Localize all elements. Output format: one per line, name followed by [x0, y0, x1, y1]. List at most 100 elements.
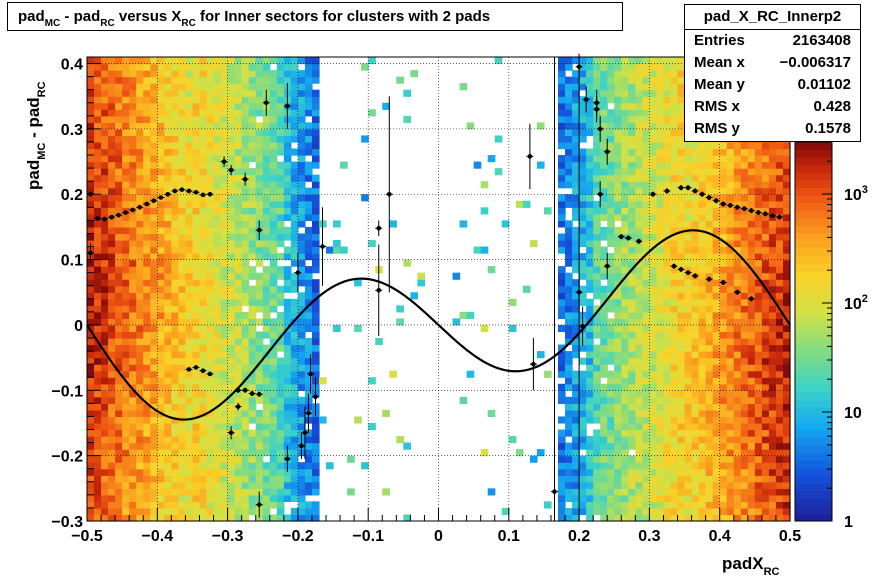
heatmap-cell	[558, 344, 566, 352]
heatmap-cell	[129, 501, 137, 509]
heatmap-cell	[740, 200, 749, 208]
heatmap-cell	[775, 187, 784, 195]
heatmap-cell	[600, 507, 608, 516]
heatmap-cell	[171, 109, 179, 117]
heatmap-cell	[297, 266, 306, 274]
heatmap-cell	[115, 298, 123, 306]
heatmap-cell	[164, 488, 172, 496]
heatmap-cell	[255, 370, 264, 378]
heatmap-cell	[642, 76, 650, 84]
heatmap-cell	[101, 311, 109, 320]
heatmap-cell	[206, 266, 215, 274]
heatmap-cell	[775, 194, 784, 202]
heatmap-cell	[115, 76, 123, 84]
heatmap-cell	[775, 429, 784, 437]
heatmap-cell	[747, 429, 756, 437]
heatmap-cell	[712, 279, 721, 287]
heatmap-cell	[579, 370, 587, 378]
heatmap-cell	[761, 338, 770, 346]
heatmap-cell	[670, 220, 679, 228]
heatmap-cell	[635, 285, 643, 293]
heatmap-cell	[101, 370, 109, 378]
heatmap-cell	[628, 377, 636, 385]
heatmap-cell	[670, 338, 679, 346]
heatmap-cell	[269, 226, 278, 235]
heatmap-cell	[269, 266, 278, 274]
heatmap-cell	[768, 357, 777, 365]
heatmap-cell	[269, 422, 278, 431]
profile-point	[726, 202, 734, 208]
heatmap-cell	[375, 338, 383, 346]
heatmap-cell	[775, 507, 784, 516]
heatmap-cell	[136, 298, 144, 306]
heatmap-cell	[108, 207, 116, 215]
heatmap-cell	[143, 383, 151, 391]
heatmap-cell	[607, 272, 615, 280]
profile-point	[262, 89, 270, 116]
heatmap-cell	[199, 298, 208, 306]
heatmap-cell	[754, 475, 763, 483]
heatmap-cell	[115, 161, 123, 169]
heatmap-cell	[726, 187, 735, 195]
heatmap-cell	[663, 507, 672, 516]
heatmap-cell	[558, 364, 566, 372]
heatmap-cell	[150, 128, 158, 137]
heatmap-cell	[726, 383, 735, 391]
heatmap-cell	[122, 468, 130, 476]
heatmap-cell	[628, 148, 636, 156]
heatmap-cell	[663, 207, 672, 215]
heatmap-cell	[649, 109, 658, 117]
heatmap-cell	[347, 455, 355, 463]
heatmap-cell	[311, 357, 320, 365]
heatmap-cell	[649, 488, 658, 496]
heatmap-cell	[761, 514, 770, 522]
heatmap-cell	[87, 128, 95, 137]
heatmap-cell	[297, 96, 306, 104]
heatmap-cell	[276, 141, 285, 150]
heatmap-cell	[136, 331, 144, 339]
heatmap-cell	[670, 187, 679, 195]
heatmap-cell	[241, 488, 250, 496]
heatmap-cell	[178, 507, 187, 516]
heatmap-cell	[143, 239, 151, 248]
heatmap-cell	[143, 338, 151, 346]
heatmap-cell	[213, 155, 222, 163]
heatmap-cell	[283, 409, 292, 418]
heatmap-cell	[143, 370, 151, 378]
heatmap-cell	[740, 174, 749, 182]
heatmap-cell	[108, 70, 116, 78]
heatmap-cell	[649, 442, 658, 450]
heatmap-cell	[656, 331, 665, 339]
heatmap-cell	[473, 161, 482, 169]
heatmap-cell	[115, 357, 123, 365]
heatmap-cell	[276, 102, 285, 110]
heatmap-cell	[487, 155, 496, 163]
heatmap-cell	[642, 403, 650, 411]
heatmap-cell	[108, 298, 116, 306]
heatmap-cell	[122, 187, 130, 195]
heatmap-cell	[621, 494, 629, 502]
heatmap-cell	[269, 135, 278, 143]
heatmap-cell	[782, 514, 791, 522]
heatmap-cell	[206, 207, 215, 215]
heatmap-cell	[206, 436, 215, 444]
heatmap-cell	[586, 501, 594, 509]
heatmap-cell	[775, 442, 784, 450]
heatmap-cell	[670, 324, 679, 333]
heatmap-cell	[417, 272, 426, 280]
heatmap-cell	[614, 239, 622, 248]
heatmap-cell	[663, 298, 672, 306]
heatmap-cell	[87, 364, 95, 372]
heatmap-cell	[768, 194, 777, 202]
heatmap-cell	[761, 501, 770, 509]
heatmap-cell	[150, 370, 158, 378]
heatmap-cell	[220, 292, 229, 300]
heatmap-cell	[663, 370, 672, 378]
heatmap-cell	[747, 351, 756, 359]
heatmap-cell	[94, 128, 102, 137]
heatmap-cell	[108, 331, 116, 339]
heatmap-cell	[136, 259, 144, 267]
heatmap-cell	[87, 436, 95, 444]
heatmap-cell	[206, 468, 215, 476]
heatmap-cell	[311, 514, 320, 522]
